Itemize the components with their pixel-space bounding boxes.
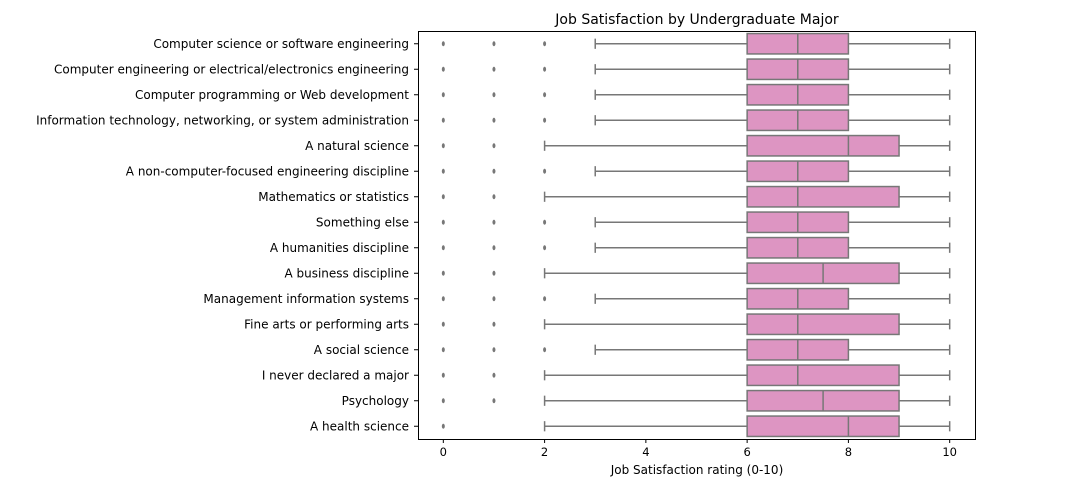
box-0 (441, 32, 951, 55)
outlier-point (492, 168, 496, 174)
outlier-point (492, 117, 496, 123)
outlier-point (492, 321, 496, 327)
outlier-point (441, 423, 445, 429)
outlier-point (441, 219, 445, 225)
category-label: Psychology (342, 394, 409, 408)
outlier-point (441, 245, 445, 251)
x-tick-label: 10 (942, 445, 957, 459)
box-12 (441, 338, 951, 361)
outlier-point (441, 270, 445, 276)
outlier-point (543, 117, 547, 123)
outlier-point (543, 347, 547, 353)
outlier-point (492, 41, 496, 47)
outlier-point (543, 219, 547, 225)
outlier-point (492, 270, 496, 276)
outlier-point (441, 168, 445, 174)
box-group (441, 32, 951, 438)
outlier-point (441, 66, 445, 72)
outlier-point (492, 245, 496, 251)
outlier-point (492, 219, 496, 225)
plot-frame (418, 31, 976, 440)
box-5 (441, 160, 951, 183)
box-iqr (746, 313, 900, 336)
category-label: Computer programming or Web development (135, 88, 409, 102)
outlier-point (441, 347, 445, 353)
outlier-point (441, 143, 445, 149)
box-11 (441, 313, 951, 336)
box-10 (441, 287, 951, 310)
outlier-point (543, 245, 547, 251)
box-4 (441, 134, 951, 157)
chart-title: Job Satisfaction by Undergraduate Major (554, 12, 839, 28)
category-label: A humanities discipline (270, 241, 409, 255)
box-1 (441, 58, 951, 81)
outlier-point (441, 117, 445, 123)
x-axis-label: Job Satisfaction rating (0-10) (610, 463, 784, 477)
x-tick-label: 6 (743, 445, 750, 459)
category-label: Information technology, networking, or s… (36, 113, 409, 127)
x-axis-ticks: 0 2 4 6 8 10 (440, 439, 957, 459)
box-2 (441, 83, 951, 106)
outlier-point (543, 296, 547, 302)
x-tick-label: 2 (541, 445, 548, 459)
outlier-point (492, 347, 496, 353)
box-9 (441, 262, 951, 285)
outlier-point (441, 194, 445, 200)
category-label: Mathematics or statistics (258, 190, 409, 204)
outlier-point (492, 194, 496, 200)
outlier-point (543, 92, 547, 98)
outlier-point (543, 66, 547, 72)
box-3 (441, 109, 951, 132)
category-label: Computer science or software engineering (153, 37, 409, 51)
outlier-point (543, 168, 547, 174)
category-label: A natural science (305, 139, 409, 153)
outlier-point (492, 372, 496, 378)
box-15 (441, 415, 951, 438)
x-tick-label: 0 (440, 445, 447, 459)
box-iqr (746, 415, 900, 438)
box-7 (441, 211, 951, 234)
outlier-point (543, 41, 547, 47)
outlier-point (441, 41, 445, 47)
outlier-point (492, 143, 496, 149)
outlier-point (441, 372, 445, 378)
box-iqr (746, 364, 900, 387)
box-6 (441, 185, 951, 208)
category-label: A social science (314, 343, 409, 357)
category-label: A business discipline (284, 266, 409, 280)
outlier-point (492, 66, 496, 72)
category-label: I never declared a major (262, 368, 409, 382)
box-iqr (746, 185, 900, 208)
x-tick-label: 4 (642, 445, 649, 459)
outlier-point (441, 296, 445, 302)
category-label: Something else (316, 215, 409, 229)
outlier-point (492, 398, 496, 404)
outlier-point (492, 92, 496, 98)
outlier-point (441, 398, 445, 404)
outlier-point (492, 296, 496, 302)
box-14 (441, 389, 951, 412)
outlier-point (441, 92, 445, 98)
category-label: Management information systems (203, 292, 409, 306)
box-8 (441, 236, 951, 259)
box-13 (441, 364, 951, 387)
category-labels: Computer science or software engineering… (36, 37, 418, 433)
x-tick-label: 8 (845, 445, 852, 459)
box-iqr (746, 134, 900, 157)
category-label: Fine arts or performing arts (244, 317, 409, 331)
category-label: A health science (310, 419, 409, 433)
category-label: A non-computer-focused engineering disci… (126, 164, 409, 178)
category-label: Computer engineering or electrical/elect… (54, 62, 409, 76)
outlier-point (441, 321, 445, 327)
